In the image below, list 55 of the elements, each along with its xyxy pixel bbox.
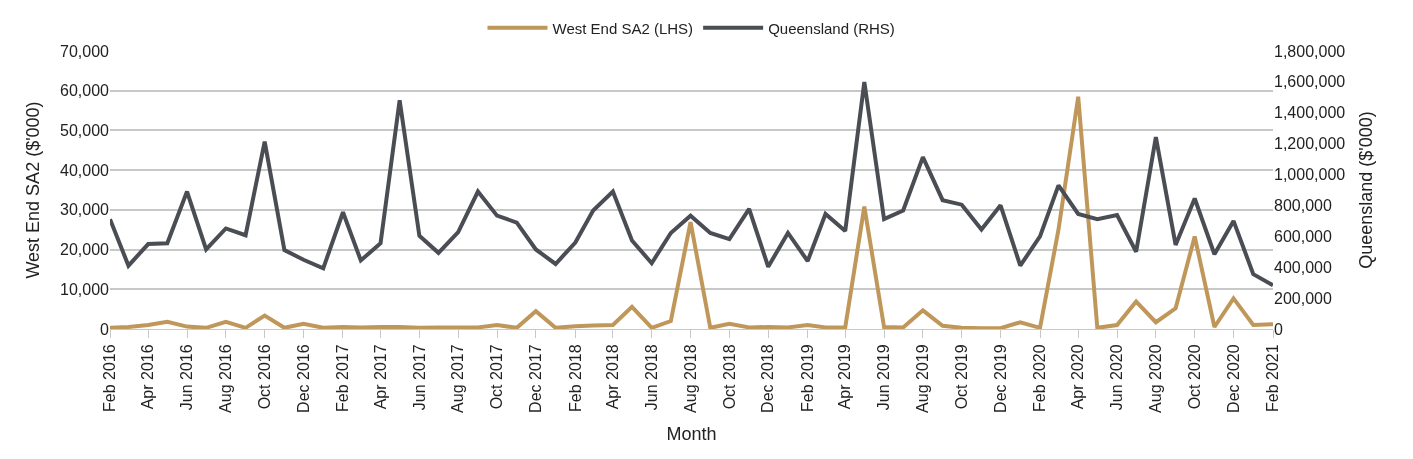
y2-tick-label: 0 [1274, 320, 1283, 338]
x-tick-label: Aug 2019 [914, 344, 932, 413]
x-tick-label: Dec 2017 [527, 344, 545, 413]
x-tick-label: Oct 2016 [255, 344, 273, 410]
x-tick-label: Aug 2020 [1147, 344, 1165, 413]
x-tick-label: Dec 2016 [294, 344, 312, 413]
line-series [110, 80, 1273, 288]
x-tick-label: Jun 2017 [410, 344, 428, 411]
y2-tick-label: 1,200,000 [1274, 135, 1346, 153]
y2-tick-label: 1,600,000 [1274, 73, 1346, 91]
y-tick-label: 40,000 [60, 161, 110, 179]
x-tick-label: Oct 2018 [720, 344, 738, 410]
legend-label: Queensland (RHS) [768, 19, 895, 37]
x-tick-label: Aug 2017 [449, 344, 467, 413]
y-tick-label: 70,000 [60, 42, 110, 60]
y-tick-label: 60,000 [60, 82, 110, 100]
y-tick-label: 20,000 [60, 241, 110, 259]
y-tick-label: 30,000 [60, 201, 110, 219]
x-tick-label: Apr 2017 [371, 344, 389, 410]
x-tick-label: Aug 2018 [681, 344, 699, 413]
x-tick-label: Jun 2020 [1108, 344, 1126, 411]
x-tick-label: Apr 2020 [1069, 344, 1087, 410]
x-tick-label: Feb 2018 [566, 344, 584, 413]
x-tick-label: Feb 2017 [334, 344, 352, 413]
y2-axis-title: Queensland ($'000) [1356, 111, 1377, 269]
x-tick-label: Apr 2016 [139, 344, 157, 410]
legend-label: West End SA2 (LHS) [552, 19, 694, 37]
y2-tick-label: 800,000 [1274, 197, 1332, 215]
x-tick-label: Jun 2016 [178, 344, 196, 411]
x-tick-label: Aug 2016 [217, 344, 235, 413]
x-tick-label: Feb 2020 [1031, 344, 1049, 413]
x-tick-label: Jun 2018 [642, 344, 660, 411]
x-tick-label: Jun 2019 [875, 344, 893, 411]
y2-tick-label: 200,000 [1274, 289, 1332, 307]
x-tick-label: Feb 2016 [101, 344, 119, 413]
x-tick-label: Dec 2018 [759, 344, 777, 413]
y-tick-label: 50,000 [60, 122, 110, 140]
x-tick-label: Apr 2019 [836, 344, 854, 410]
y2-tick-label: 600,000 [1274, 227, 1332, 245]
y2-tick-label: 1,000,000 [1274, 166, 1346, 184]
y-tick-label: 0 [100, 320, 110, 338]
y-tick-label: 10,000 [60, 280, 110, 298]
y2-tick-label: 1,800,000 [1274, 42, 1346, 60]
x-tick-label: Oct 2017 [488, 344, 506, 410]
x-tick-label: Dec 2020 [1224, 344, 1242, 413]
y2-tick-label: 400,000 [1274, 258, 1332, 276]
x-tick-label: Dec 2019 [991, 344, 1009, 413]
x-tick-label: Feb 2021 [1264, 344, 1282, 413]
x-tick-label: Oct 2020 [1185, 344, 1203, 410]
x-axis-title: Month [666, 424, 717, 445]
y-axis-title: West End SA2 ($'000) [23, 101, 44, 279]
y2-tick-label: 1,400,000 [1274, 104, 1346, 122]
x-tick-label: Oct 2019 [952, 344, 970, 410]
x-tick-label: Feb 2019 [798, 344, 816, 413]
x-tick-label: Apr 2018 [604, 344, 622, 410]
